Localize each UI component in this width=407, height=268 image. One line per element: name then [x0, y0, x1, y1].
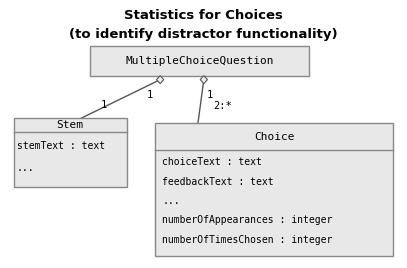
FancyBboxPatch shape — [13, 118, 127, 187]
Text: 2:*: 2:* — [213, 102, 232, 111]
Polygon shape — [200, 76, 208, 84]
Text: ...: ... — [162, 196, 180, 206]
Text: Choice: Choice — [254, 132, 295, 142]
Text: feedbackText : text: feedbackText : text — [162, 177, 274, 187]
Polygon shape — [157, 76, 164, 84]
Text: stemText : text: stemText : text — [17, 141, 105, 151]
Text: choiceText : text: choiceText : text — [162, 158, 262, 168]
FancyBboxPatch shape — [155, 123, 394, 256]
Text: Statistics for Choices: Statistics for Choices — [124, 9, 283, 22]
Text: numberOfAppearances : integer: numberOfAppearances : integer — [162, 215, 333, 225]
Text: MultipleChoiceQuestion: MultipleChoiceQuestion — [125, 56, 274, 66]
FancyBboxPatch shape — [90, 46, 309, 76]
Text: 1: 1 — [147, 90, 153, 100]
Text: (to identify distractor functionality): (to identify distractor functionality) — [69, 28, 338, 41]
Text: numberOfTimesChosen : integer: numberOfTimesChosen : integer — [162, 234, 333, 245]
Text: Stem: Stem — [57, 120, 83, 130]
Text: 1: 1 — [207, 90, 213, 100]
Text: 1: 1 — [101, 100, 107, 110]
Text: ...: ... — [17, 163, 35, 173]
